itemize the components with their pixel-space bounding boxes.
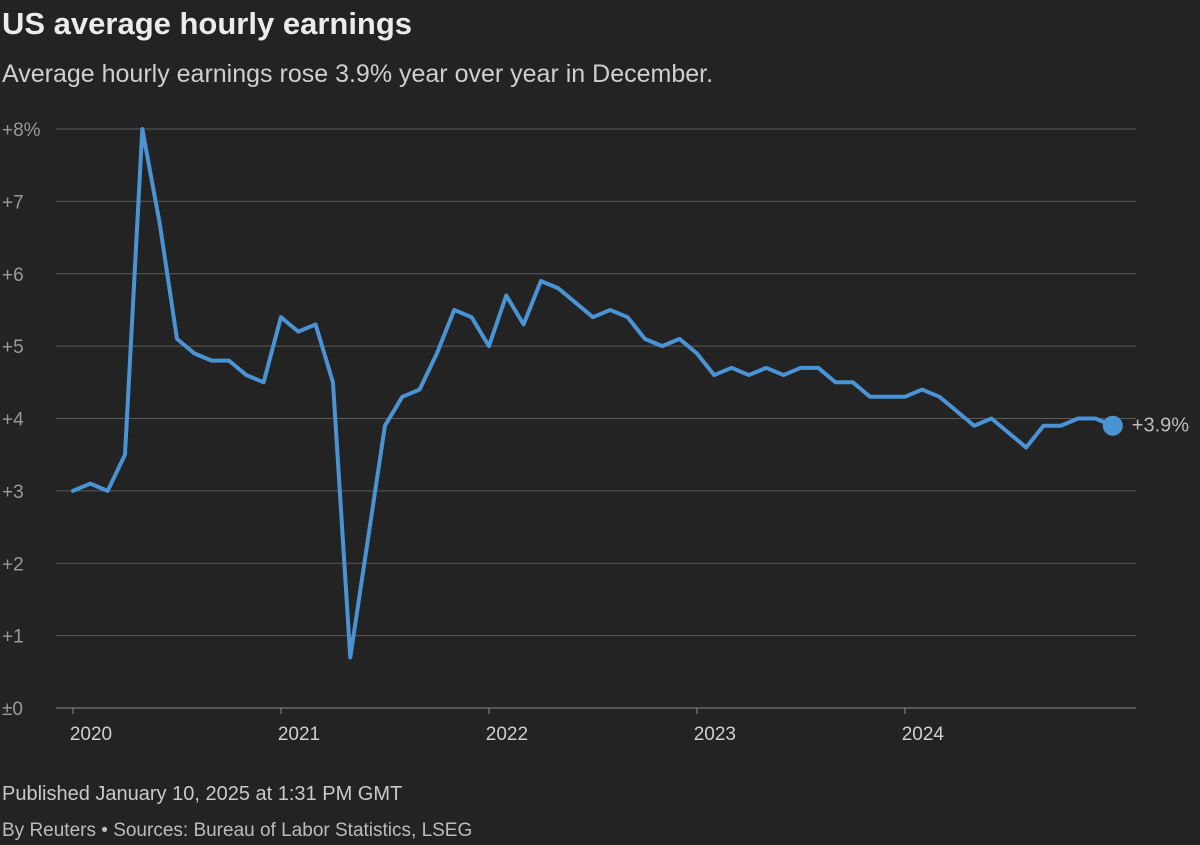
- data-point-27: [539, 279, 543, 283]
- chart-subtitle: Average hourly earnings rose 3.9% year o…: [2, 60, 714, 88]
- data-point-32: [626, 315, 630, 319]
- x-tick-label-2021: 2021: [278, 724, 320, 745]
- x-axis-ticks: 2020 2021 2022 2023 2024: [70, 708, 945, 745]
- gridlines: [56, 128, 1136, 709]
- data-point-37: [712, 373, 716, 377]
- data-point-44: [834, 380, 838, 384]
- data-point-34: [660, 344, 664, 348]
- series-layer: [71, 127, 1115, 660]
- data-point-19: [400, 395, 404, 399]
- x-tick-label-2024: 2024: [902, 724, 945, 745]
- data-points: [71, 127, 1115, 659]
- data-point-41: [782, 373, 786, 377]
- y-tick-label-5: +5: [2, 337, 24, 358]
- published-date: Published January 10, 2025 at 1:31 PM GM…: [2, 783, 403, 805]
- data-point-55: [1024, 445, 1028, 449]
- data-point-7: [192, 351, 196, 355]
- data-point-39: [747, 373, 751, 377]
- data-point-25: [504, 293, 508, 297]
- data-point-47: [886, 395, 890, 399]
- y-tick-label-4: +4: [2, 410, 24, 431]
- data-point-14: [314, 322, 318, 326]
- data-point-9: [227, 359, 231, 363]
- data-point-10: [244, 373, 248, 377]
- y-tick-label-0: ±0: [2, 699, 23, 720]
- data-point-58: [1076, 417, 1080, 421]
- data-point-31: [608, 308, 612, 312]
- end-point-marker: [1102, 415, 1123, 436]
- data-point-8: [210, 359, 214, 363]
- y-tick-label-6: +6: [2, 265, 24, 286]
- x-tick-label-2022: 2022: [486, 724, 528, 745]
- data-point-57: [1059, 424, 1063, 428]
- data-point-35: [678, 337, 682, 341]
- data-point-16: [348, 655, 352, 659]
- data-point-3: [123, 453, 127, 457]
- data-point-38: [730, 366, 734, 370]
- source-byline: By Reuters • Sources: Bureau of Labor St…: [2, 820, 473, 841]
- data-point-26: [522, 322, 526, 326]
- data-point-36: [695, 351, 699, 355]
- data-point-4: [140, 127, 144, 131]
- y-axis-ticks: +8% +7 +6 +5 +4 +3 +2 +1 ±0: [2, 120, 41, 720]
- data-point-21: [435, 351, 439, 355]
- data-point-23: [470, 315, 474, 319]
- data-point-1: [88, 482, 92, 486]
- data-point-17: [366, 540, 370, 544]
- end-value-label: +3.9%: [1132, 415, 1189, 437]
- end-marker-group: +3.9%: [1102, 415, 1189, 437]
- data-point-28: [556, 286, 560, 290]
- data-point-50: [938, 395, 942, 399]
- x-tick-label-2023: 2023: [694, 724, 736, 745]
- y-tick-label-8: +8%: [2, 120, 41, 141]
- data-point-2: [106, 489, 110, 493]
- y-tick-label-7: +7: [2, 192, 24, 213]
- data-point-18: [383, 424, 387, 428]
- series-line-0: [71, 127, 1115, 660]
- data-point-51: [955, 409, 959, 413]
- data-point-22: [452, 308, 456, 312]
- data-point-49: [920, 388, 924, 392]
- data-point-5: [158, 221, 162, 225]
- data-point-0: [71, 489, 75, 493]
- data-point-6: [175, 337, 179, 341]
- y-tick-label-3: +3: [2, 482, 24, 503]
- chart-title: US average hourly earnings: [2, 6, 413, 41]
- data-point-48: [903, 395, 907, 399]
- data-point-59: [1093, 417, 1097, 421]
- data-point-56: [1041, 424, 1045, 428]
- data-point-40: [764, 366, 768, 370]
- data-point-46: [868, 395, 872, 399]
- data-point-30: [591, 315, 595, 319]
- y-tick-label-1: +1: [2, 627, 24, 648]
- data-point-53: [989, 417, 993, 421]
- data-point-52: [972, 424, 976, 428]
- data-point-12: [279, 315, 283, 319]
- data-point-11: [262, 380, 266, 384]
- data-point-20: [418, 388, 422, 392]
- data-point-29: [574, 301, 578, 305]
- data-point-13: [296, 330, 300, 334]
- data-point-43: [816, 366, 820, 370]
- data-point-54: [1007, 431, 1011, 435]
- data-point-42: [799, 366, 803, 370]
- data-point-24: [487, 344, 491, 348]
- data-point-45: [851, 380, 855, 384]
- data-point-33: [643, 337, 647, 341]
- x-tick-label-2020: 2020: [70, 724, 112, 745]
- data-point-15: [331, 380, 335, 384]
- y-tick-label-2: +2: [2, 554, 24, 575]
